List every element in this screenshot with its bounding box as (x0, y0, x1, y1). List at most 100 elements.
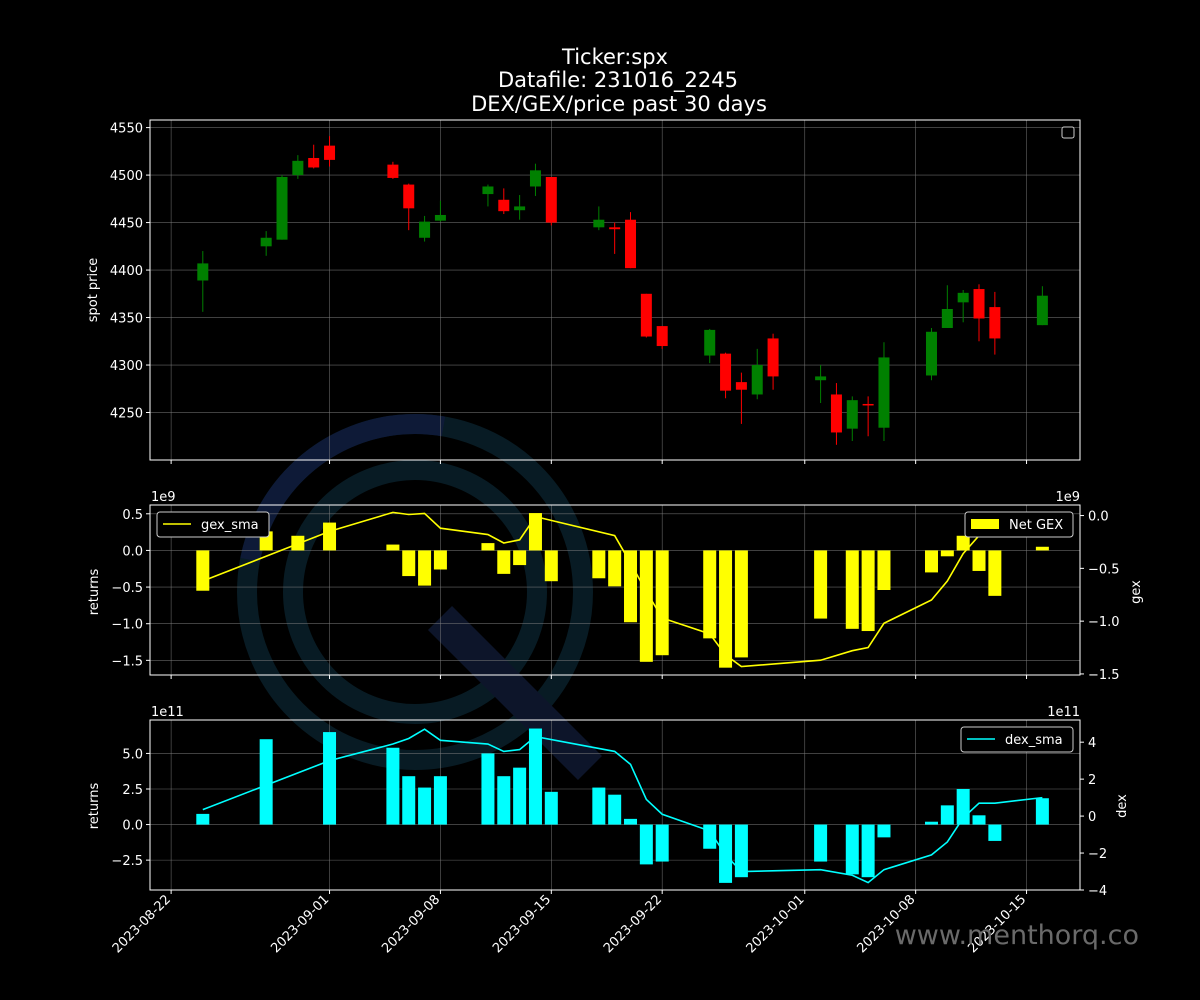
bar (940, 805, 954, 825)
bar (544, 791, 558, 825)
y-tick-label-right: 4 (1088, 736, 1096, 751)
candle-body (720, 353, 732, 391)
price-axes-frame (149, 119, 1081, 461)
candle-body (324, 145, 336, 160)
bar (624, 550, 638, 623)
bar (988, 550, 1002, 596)
candle-body (989, 307, 1001, 339)
y-tick-label: −1.0 (111, 618, 143, 633)
y-tick-label-right: −4 (1088, 884, 1107, 899)
bar (592, 787, 606, 825)
candle-body (593, 219, 605, 228)
dex-y-ticks-left: −2.5 0.0 2.5 5.0 (111, 747, 150, 869)
net-gex-legend-label: Net GEX (1009, 518, 1063, 533)
candle-body (482, 186, 494, 195)
logo-inner-ring (283, 460, 547, 724)
gex-y-ticks-left: −1.5 −1.0 −0.5 0.0 0.5 (111, 508, 150, 669)
net-gex-legend-box (964, 511, 1074, 538)
gex-panel: −1.5 −1.0 −0.5 0.0 0.5 −1.5 −1.0 −0.5 0.0 1e9 1… (87, 490, 1144, 683)
candle-body (830, 394, 842, 433)
bar (544, 550, 558, 582)
dex-axes-frame (149, 719, 1081, 891)
candle-body (260, 237, 272, 247)
gex-x-ticks (170, 675, 1028, 679)
price-legend-box (1061, 126, 1075, 139)
gex-ylabel-right: gex (1129, 580, 1144, 604)
candle-body (815, 376, 827, 381)
dex-sma-line (202, 728, 1043, 884)
bar (719, 550, 733, 668)
y-tick-label: 4400 (110, 264, 143, 279)
bar (924, 550, 938, 573)
candle-body (308, 157, 320, 168)
candle-body (387, 164, 399, 178)
y-tick-label: 4550 (110, 122, 143, 137)
net-gex-legend: Net GEX (964, 511, 1074, 538)
y-tick-label: 0.0 (122, 819, 143, 834)
bar (814, 824, 828, 862)
y-tick-label: 5.0 (122, 747, 143, 762)
gex-bars (196, 513, 1049, 668)
gex-y-ticks-right: −1.5 −1.0 −0.5 0.0 (1080, 510, 1120, 683)
gex-sma-legend: gex_sma (156, 511, 270, 538)
bar (972, 550, 986, 571)
y-tick-label: 4500 (110, 169, 143, 184)
title-line-3: DEX/GEX/price past 30 days (471, 92, 767, 116)
y-tick-label: 2.5 (122, 783, 143, 798)
net-gex-legend-swatch (971, 519, 999, 529)
dex-ylabel-left: returns (87, 783, 102, 830)
y-tick-label-right: −1.0 (1088, 615, 1120, 630)
bar (1035, 798, 1049, 825)
bar (418, 787, 432, 825)
candle-body (419, 221, 431, 238)
sma-line (202, 511, 1043, 668)
y-tick-label: −1.5 (111, 654, 143, 669)
candle-body (957, 292, 969, 303)
x-tick-label: 2023-08-22 (110, 892, 174, 956)
bar (861, 550, 875, 632)
candle-body (276, 176, 288, 240)
dex-offset-left: 1e11 (151, 705, 184, 720)
price-x-ticks (170, 460, 1028, 464)
bar (940, 550, 954, 557)
y-tick-label: 4450 (110, 217, 143, 232)
bar (734, 550, 748, 658)
dex-bars (196, 728, 1049, 883)
candle-body (514, 206, 526, 211)
candle-body (197, 263, 209, 281)
x-tick-label: 2023-09-22 (601, 892, 665, 956)
bar (481, 543, 495, 551)
candle-body (767, 338, 779, 377)
price-ylabel: spot price (86, 258, 101, 323)
gex-offset-left: 1e9 (151, 490, 176, 505)
gex-sma-legend-box (156, 511, 270, 538)
dex-panel: −2.5 0.0 2.5 5.0 −4 −2 0 2 4 2023-08-22 2023-09-… (87, 705, 1130, 956)
candle-body (434, 214, 446, 221)
candle-body (925, 331, 937, 376)
bar (323, 732, 337, 825)
dex-y-ticks-right: −4 −2 0 2 4 (1080, 736, 1107, 899)
bar (418, 550, 432, 586)
y-tick-label: 4350 (110, 312, 143, 327)
y-tick-label: −0.5 (111, 581, 143, 596)
dex-offset-right: 1e11 (1047, 705, 1080, 720)
bar (592, 550, 606, 579)
bar (402, 776, 416, 825)
bar (497, 550, 511, 574)
bar (972, 815, 986, 825)
bar (845, 824, 859, 875)
candle-body (609, 227, 621, 230)
bar (988, 824, 1002, 841)
gex-ylabel-left: returns (87, 569, 102, 616)
candle-body (735, 382, 747, 390)
bar (608, 794, 622, 825)
gex-offset-right: 1e9 (1055, 490, 1080, 505)
bar (655, 824, 669, 862)
x-tick-label: 2023-09-15 (490, 892, 554, 956)
bar (703, 550, 717, 639)
bar (433, 776, 447, 825)
bar (323, 522, 337, 551)
y-tick-label: −2.5 (111, 854, 143, 869)
watermark-text: www.menthorq.co (895, 920, 1139, 951)
